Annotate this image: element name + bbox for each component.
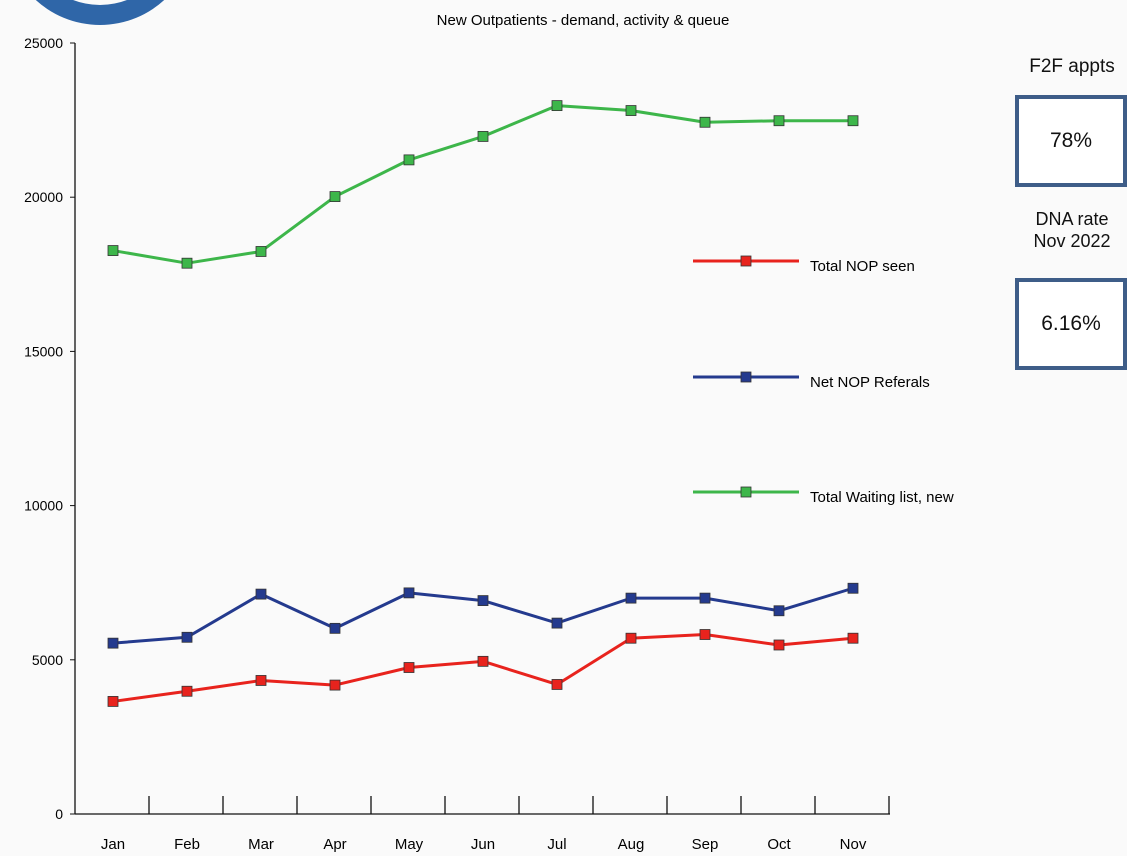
data-point: [551, 100, 563, 112]
x-tick-label: Nov: [840, 836, 867, 853]
data-point: [625, 632, 637, 644]
series-line: [112, 104, 853, 265]
f2f-value-box: 78%: [1015, 95, 1127, 187]
x-tick-label: Jun: [471, 836, 495, 853]
series-layer: [107, 100, 859, 707]
data-point: [403, 587, 415, 599]
data-point: [403, 154, 415, 166]
x-tick-label: Oct: [767, 836, 791, 853]
data-point: [403, 662, 415, 673]
data-point: [699, 592, 711, 604]
data-point: [255, 675, 267, 686]
series-net-nop-referals: [107, 582, 859, 649]
dna-value-box: 6.16%: [1015, 278, 1127, 370]
data-point: [551, 617, 563, 629]
data-point: [107, 637, 119, 649]
f2f-value: 78%: [1049, 129, 1093, 152]
data-point: [329, 622, 341, 634]
data-point: [625, 105, 637, 116]
series-line: [112, 633, 854, 703]
x-tick-label: Jan: [101, 836, 125, 853]
x-tick-label: Apr: [323, 836, 346, 853]
decorative-ring: [35, 0, 165, 25]
legend-marker: [740, 255, 752, 267]
data-point: [477, 595, 489, 606]
data-point: [699, 116, 711, 128]
x-tick-label: Mar: [248, 836, 274, 853]
x-tick-label: Feb: [174, 836, 200, 853]
axes: 0 5000 10000 15000 20000 25000 Jan Feb Mar Apr May…: [24, 35, 890, 853]
data-point: [255, 246, 267, 257]
dna-label-line1: DNA rate: [1035, 209, 1109, 229]
data-point: [773, 115, 785, 127]
x-tick-label: Sep: [692, 836, 719, 853]
x-tick-label: May: [395, 836, 424, 853]
y-tick-label: 0: [55, 806, 63, 822]
dna-rate-label: DNA rate Nov 2022: [1018, 208, 1126, 252]
y-tick-label: 15000: [24, 343, 63, 359]
data-point: [329, 191, 341, 202]
data-point: [181, 257, 193, 269]
data-point: [181, 685, 193, 697]
legend-label: Total NOP seen: [810, 258, 915, 275]
legend-marker: [740, 486, 752, 498]
dna-value: 6.16%: [1041, 312, 1101, 335]
data-point: [477, 655, 489, 667]
data-point: [329, 679, 341, 691]
data-point: [477, 131, 489, 142]
data-point: [773, 639, 785, 651]
legend-label: Total Waiting list, new: [810, 489, 954, 506]
legend-label: Net NOP Referals: [810, 374, 930, 391]
data-point: [847, 582, 859, 594]
series-total-waiting-list-new: [107, 100, 859, 269]
data-point: [107, 245, 119, 256]
data-point: [551, 679, 563, 690]
y-tick-label: 5000: [32, 652, 63, 668]
y-tick-label: 20000: [24, 189, 63, 205]
x-tick-label: Jul: [547, 836, 566, 853]
x-tick-label: Aug: [618, 836, 645, 853]
y-tick-label: 25000: [24, 35, 63, 51]
data-point: [847, 632, 859, 644]
data-point: [625, 592, 637, 604]
y-tick-label: 10000: [24, 498, 63, 514]
chart-title: New Outpatients - demand, activity & que…: [437, 12, 730, 29]
data-point: [847, 115, 859, 127]
legend: Total NOP seen Net NOP Referals Total Wait…: [693, 255, 954, 506]
legend-marker: [740, 371, 752, 383]
data-point: [699, 629, 711, 640]
data-point: [255, 588, 267, 600]
dna-label-line2: Nov 2022: [1033, 231, 1111, 251]
data-point: [773, 605, 785, 617]
data-point: [107, 696, 119, 707]
f2f-label: F2F appts: [1029, 56, 1115, 77]
data-point: [181, 631, 193, 643]
series-total-nop-seen: [107, 629, 859, 707]
